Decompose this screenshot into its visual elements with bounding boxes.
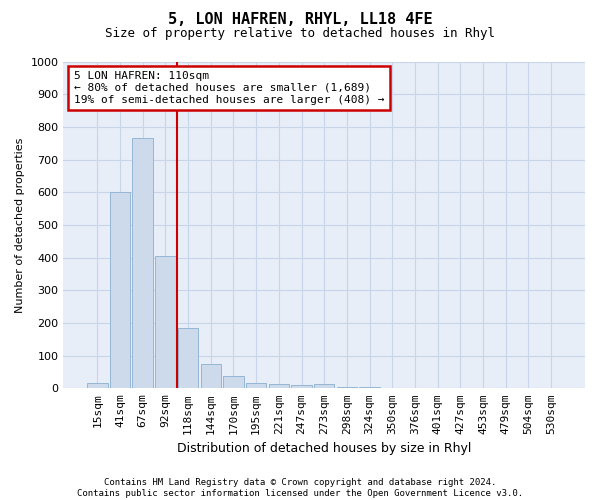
Bar [200, 364, 221, 388]
Bar [110, 192, 130, 388]
Bar [337, 386, 357, 388]
Bar [87, 384, 107, 388]
Bar [292, 385, 312, 388]
Bar [269, 384, 289, 388]
Y-axis label: Number of detached properties: Number of detached properties [15, 137, 25, 312]
Bar [223, 376, 244, 388]
Text: 5 LON HAFREN: 110sqm
← 80% of detached houses are smaller (1,689)
19% of semi-de: 5 LON HAFREN: 110sqm ← 80% of detached h… [74, 72, 385, 104]
Bar [133, 138, 153, 388]
X-axis label: Distribution of detached houses by size in Rhyl: Distribution of detached houses by size … [177, 442, 472, 455]
Text: Contains HM Land Registry data © Crown copyright and database right 2024.
Contai: Contains HM Land Registry data © Crown c… [77, 478, 523, 498]
Bar [178, 328, 198, 388]
Bar [246, 382, 266, 388]
Text: Size of property relative to detached houses in Rhyl: Size of property relative to detached ho… [105, 28, 495, 40]
Bar [155, 256, 176, 388]
Text: 5, LON HAFREN, RHYL, LL18 4FE: 5, LON HAFREN, RHYL, LL18 4FE [167, 12, 433, 28]
Bar [314, 384, 334, 388]
